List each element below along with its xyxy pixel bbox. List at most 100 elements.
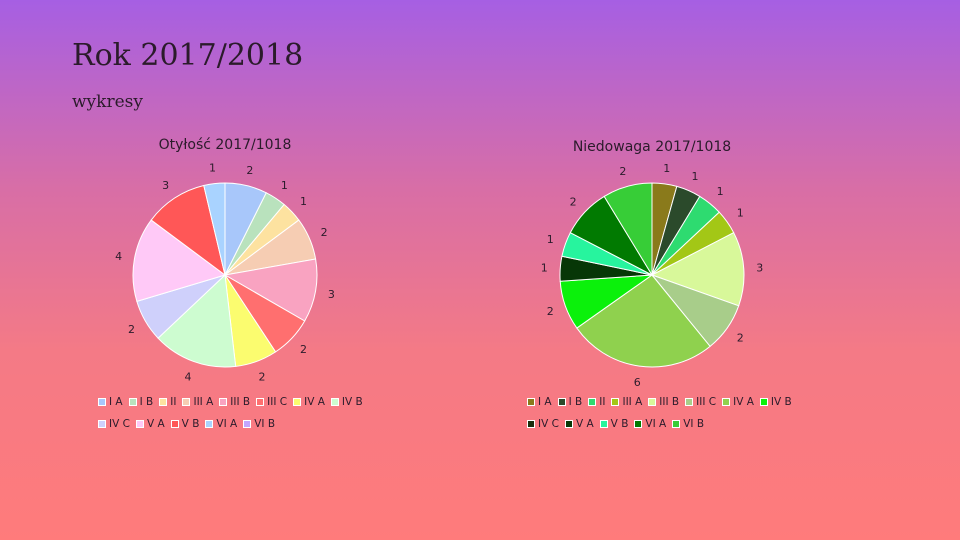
pie-slice-vi-b [603, 182, 653, 277]
legend-label: IV B [770, 396, 792, 408]
legend-item: II [159, 396, 176, 408]
legend-swatch [256, 398, 265, 406]
legend-item: V A [135, 418, 165, 430]
legend-item: VI B [243, 418, 275, 430]
legend-label: III C [696, 396, 717, 408]
legend-swatch [527, 420, 535, 428]
legend-item: V B [599, 418, 629, 430]
legend-item: III A [182, 396, 213, 408]
legend-item: III B [648, 396, 679, 408]
legend-swatch [170, 420, 179, 428]
legend-swatch [611, 398, 620, 406]
slide-subtitle: wykresy [72, 92, 143, 112]
legend-label: I A [538, 396, 552, 408]
legend-swatch [672, 420, 681, 428]
data-label: 1 [300, 195, 307, 208]
pie-slice-iii-b [223, 258, 318, 322]
legend-swatch [722, 398, 731, 406]
legend-label: III A [622, 396, 643, 408]
pie-slice-iv-a [576, 274, 711, 368]
legend-item: IV B [759, 396, 792, 408]
legend-swatch [648, 398, 657, 406]
data-label: 1 [692, 170, 699, 183]
legend-item: IV B [330, 396, 363, 408]
legend-item: III A [611, 396, 642, 408]
data-label: 6 [634, 376, 641, 389]
legend-item: V B [170, 418, 200, 430]
data-label: 1 [717, 185, 724, 198]
legend-swatch [219, 398, 228, 406]
slide-title: Rok 2017/2018 [72, 38, 304, 73]
legend-label: VI B [254, 418, 276, 430]
chart-title-obesity: Otyłość 2017/1018 [158, 137, 292, 153]
data-label: 4 [185, 370, 192, 383]
data-label: 2 [128, 323, 135, 336]
legend-obesity: I A I B II III A III B III C IV A IV B IV C V A V … [98, 396, 388, 440]
legend-item: IV A [293, 396, 325, 408]
data-label: 2 [619, 165, 626, 178]
legend-swatch [557, 398, 566, 406]
pie-slice-iv-b [157, 273, 237, 368]
legend-label: III B [230, 396, 251, 408]
legend-item: I A [98, 396, 123, 408]
legend-label: VI A [216, 418, 238, 430]
data-label: 1 [547, 233, 554, 246]
legend-swatch [685, 398, 694, 406]
legend-item: I B [557, 396, 583, 408]
legend-swatch [293, 398, 302, 406]
data-label: 2 [321, 226, 328, 239]
legend-item: III C [685, 396, 716, 408]
legend-label: V A [146, 418, 165, 430]
legend-swatch [98, 420, 106, 428]
legend-item: VI B [672, 418, 704, 430]
data-label: 3 [756, 262, 763, 275]
data-label: 2 [547, 305, 554, 318]
data-label: 2 [300, 343, 307, 356]
chart-title-underweight: Niedowaga 2017/1018 [572, 139, 732, 155]
pie-slice-v-a [132, 219, 227, 303]
legend-swatch [330, 398, 339, 406]
legend-swatch [159, 398, 168, 406]
pie-slice-iii-b [650, 231, 745, 307]
legend-swatch [205, 420, 214, 428]
data-label: 2 [258, 370, 265, 383]
data-label: 2 [737, 331, 744, 344]
legend-label: III C [267, 396, 288, 408]
legend-item: III C [256, 396, 287, 408]
legend-label: VI A [645, 418, 667, 430]
legend-swatch [588, 398, 597, 406]
legend-item: IV C [527, 418, 559, 430]
data-label: 1 [541, 262, 548, 275]
legend-label: I A [109, 396, 123, 408]
legend-label: I B [568, 396, 583, 408]
legend-label: V A [575, 418, 594, 430]
data-label: 2 [570, 195, 577, 208]
legend-item: IV A [722, 396, 754, 408]
legend-swatch [527, 398, 535, 406]
legend-swatch [182, 398, 191, 406]
legend-label: V B [610, 418, 629, 430]
legend-label: IV A [733, 396, 754, 408]
legend-label: IV B [341, 396, 363, 408]
data-label: 3 [328, 288, 335, 301]
data-label: 1 [281, 179, 288, 192]
legend-swatch [599, 420, 608, 428]
legend-swatch [135, 420, 144, 428]
data-label: 1 [663, 162, 670, 175]
legend-label: III B [659, 396, 680, 408]
data-label: 3 [162, 179, 169, 192]
legend-swatch [98, 398, 106, 406]
legend-item: IV C [98, 418, 130, 430]
legend-item: VI A [634, 418, 666, 430]
legend-swatch [243, 420, 252, 428]
legend-label: V B [181, 418, 200, 430]
legend-item: III B [219, 396, 250, 408]
pie-slice-vi-a [203, 182, 226, 276]
legend-swatch [634, 420, 643, 428]
legend-label: IV A [304, 396, 325, 408]
legend-item: V A [564, 418, 594, 430]
legend-underweight: I A I B II III A III B III C IV A IV B IV C V A V … [527, 396, 817, 440]
pie-slice-v-b [150, 184, 226, 277]
legend-item: I B [128, 396, 153, 408]
